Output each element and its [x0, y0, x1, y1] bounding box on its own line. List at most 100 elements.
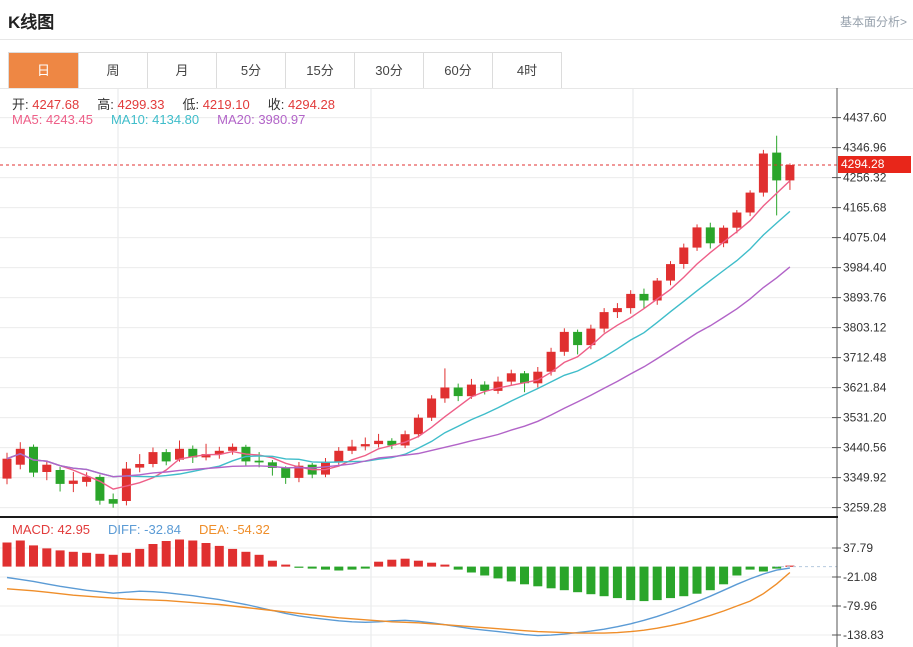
macd-bar — [294, 566, 304, 568]
candle-body — [82, 476, 92, 482]
tab-period-7[interactable]: 4时 — [492, 53, 561, 88]
candle-body — [427, 398, 437, 418]
macd-bar — [639, 566, 649, 602]
candle-body — [254, 460, 264, 463]
candle-body — [666, 264, 675, 281]
macd-y-tick-label: 37.79 — [843, 541, 873, 555]
macd-bar — [82, 552, 92, 567]
main-y-axis: 4437.60 4346.96 4256.32 4165.68 4075.04 3984.… — [832, 88, 887, 519]
main-y-tick-label: 4437.60 — [843, 111, 887, 125]
page-title: K线图 — [8, 13, 55, 32]
macd-bar — [55, 550, 65, 567]
candle-body — [413, 417, 423, 435]
tab-period-0[interactable]: 日 — [9, 53, 78, 88]
macd-bar — [347, 566, 357, 570]
candle-body — [612, 308, 622, 313]
main-y-tick-label: 4165.68 — [843, 201, 887, 215]
macd-bar — [666, 566, 675, 599]
macd-bar — [68, 551, 78, 567]
macd-bar — [599, 566, 609, 597]
tab-period-6[interactable]: 60分 — [423, 53, 492, 88]
candle-body — [719, 227, 729, 244]
macd-bar — [161, 541, 171, 567]
readout-label: DIFF: — [108, 522, 141, 537]
fundamental-analysis-link[interactable]: 基本面分析> — [839, 15, 907, 29]
readout-label: DEA: — [199, 522, 230, 537]
current-price-tag: 4294.28 — [838, 156, 911, 173]
main-y-tick-label: 4256.32 — [843, 171, 887, 185]
macd-panel[interactable]: 37.79 -21.08 -79.96 -138.83 — [0, 519, 913, 647]
readout-value: 42.95 — [53, 522, 91, 537]
macd-y-tick-label: -21.08 — [843, 570, 877, 584]
candle-body — [626, 293, 636, 309]
main-y-tick-label: 3893.76 — [843, 291, 887, 305]
main-y-tick-label: 3984.40 — [843, 261, 887, 275]
candle-body — [652, 280, 662, 301]
macd-bar — [95, 553, 105, 567]
candle-body — [692, 227, 702, 248]
readout-label: MA10: — [110, 112, 149, 127]
macd-bar — [360, 566, 370, 569]
candle-body — [2, 458, 12, 479]
candle-body — [135, 464, 145, 468]
readout-label: MA20: — [217, 112, 255, 127]
macd-bar — [652, 566, 662, 601]
candle-body — [506, 373, 516, 382]
macd-bar — [440, 564, 450, 567]
readout-value: 4294.28 — [284, 97, 335, 112]
candle-body — [201, 454, 211, 458]
candle-body — [546, 351, 556, 372]
candle-body — [559, 331, 569, 352]
candle-body — [360, 444, 370, 447]
candle-body — [400, 434, 410, 446]
macd-bar — [15, 540, 25, 567]
candle-body — [493, 381, 503, 391]
candle-body — [639, 293, 649, 301]
macd-bar — [612, 566, 622, 599]
macd-bar — [719, 566, 729, 585]
tab-period-4[interactable]: 15分 — [285, 53, 354, 88]
candle-body — [108, 499, 118, 504]
tab-period-5[interactable]: 30分 — [354, 53, 423, 88]
macd-bar — [334, 566, 344, 571]
candle-body — [148, 452, 158, 464]
tab-period-3[interactable]: 5分 — [216, 53, 285, 88]
macd-bar — [480, 566, 490, 576]
candle-body — [732, 212, 742, 228]
candle-body — [334, 450, 344, 462]
macd-bar — [121, 552, 131, 567]
macd-bar — [241, 551, 251, 567]
macd-y-tick-label: -138.83 — [843, 628, 884, 642]
macd-bar — [374, 561, 384, 567]
readout-value: -54.32 — [229, 522, 270, 537]
macd-bar — [281, 564, 291, 567]
macd-bar — [466, 566, 476, 573]
candle-body — [705, 227, 715, 244]
main-candlestick-panel[interactable]: 4437.60 4346.96 4256.32 4165.68 4075.04 3984.… — [0, 88, 913, 519]
page-header: K线图 基本面分析> — [0, 0, 913, 40]
macd-bar — [506, 566, 516, 582]
plot-top-border — [0, 88, 913, 89]
readout-value: 4247.68 — [28, 97, 80, 112]
macd-bar — [745, 566, 755, 570]
diff-line — [6, 567, 791, 637]
main-y-tick-label: 4346.96 — [843, 141, 887, 155]
macd-bar — [148, 544, 158, 567]
macd-bar — [772, 566, 782, 569]
readout-label: 高: — [97, 97, 114, 112]
tab-period-2[interactable]: 月 — [147, 53, 216, 88]
macd-bar — [267, 560, 277, 567]
ma-readout: MA5: 4243.45 MA10: 4134.80 MA20: 3980.97 — [12, 112, 323, 127]
candle-body — [55, 470, 65, 484]
candle-body — [15, 448, 25, 465]
tab-period-1[interactable]: 周 — [78, 53, 147, 88]
main-y-tick-label: 3712.48 — [843, 351, 887, 365]
macd-bar — [705, 566, 715, 591]
macd-bar — [108, 554, 118, 567]
macd-bar — [400, 558, 410, 567]
candle-body — [347, 446, 357, 451]
macd-bar — [453, 566, 463, 570]
macd-bar — [42, 548, 52, 567]
candle-body — [772, 152, 782, 181]
